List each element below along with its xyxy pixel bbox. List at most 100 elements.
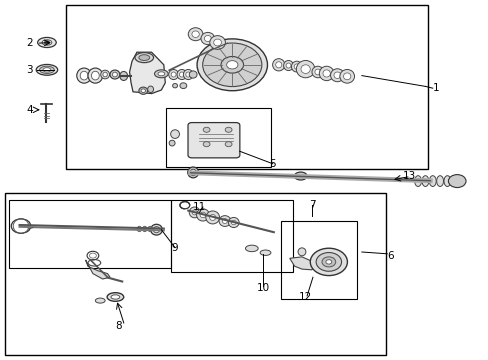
Ellipse shape bbox=[272, 59, 284, 71]
Ellipse shape bbox=[209, 36, 225, 49]
Ellipse shape bbox=[275, 62, 281, 68]
Ellipse shape bbox=[189, 71, 197, 78]
Circle shape bbox=[89, 253, 96, 258]
Ellipse shape bbox=[188, 28, 203, 41]
Ellipse shape bbox=[421, 176, 428, 186]
Circle shape bbox=[44, 41, 49, 44]
Ellipse shape bbox=[449, 176, 456, 186]
Circle shape bbox=[447, 175, 465, 188]
Ellipse shape bbox=[180, 83, 186, 89]
Ellipse shape bbox=[168, 69, 178, 80]
Circle shape bbox=[309, 248, 346, 276]
Ellipse shape bbox=[311, 66, 323, 78]
Ellipse shape bbox=[291, 61, 302, 72]
Ellipse shape bbox=[294, 172, 306, 180]
Ellipse shape bbox=[139, 87, 147, 94]
Ellipse shape bbox=[80, 71, 88, 80]
Ellipse shape bbox=[231, 220, 236, 225]
Ellipse shape bbox=[139, 55, 149, 60]
Ellipse shape bbox=[91, 71, 99, 80]
Ellipse shape bbox=[205, 211, 219, 224]
Ellipse shape bbox=[297, 248, 305, 256]
Ellipse shape bbox=[95, 298, 105, 303]
Ellipse shape bbox=[300, 65, 309, 73]
Text: 13: 13 bbox=[402, 171, 416, 181]
Ellipse shape bbox=[294, 64, 299, 69]
Ellipse shape bbox=[101, 70, 109, 79]
Ellipse shape bbox=[153, 227, 159, 233]
Ellipse shape bbox=[428, 176, 435, 186]
FancyBboxPatch shape bbox=[187, 123, 239, 158]
Ellipse shape bbox=[172, 84, 177, 88]
Ellipse shape bbox=[343, 73, 350, 80]
Ellipse shape bbox=[142, 226, 146, 232]
Circle shape bbox=[325, 260, 331, 264]
Ellipse shape bbox=[147, 226, 152, 232]
Text: 3: 3 bbox=[26, 65, 33, 75]
Ellipse shape bbox=[196, 209, 209, 221]
Circle shape bbox=[203, 43, 261, 86]
Bar bbox=[281, 221, 356, 299]
Ellipse shape bbox=[204, 36, 211, 42]
Ellipse shape bbox=[177, 69, 186, 80]
Ellipse shape bbox=[154, 70, 168, 78]
Ellipse shape bbox=[112, 72, 117, 77]
Ellipse shape bbox=[171, 72, 176, 77]
Ellipse shape bbox=[201, 32, 214, 45]
Ellipse shape bbox=[222, 219, 227, 224]
Ellipse shape bbox=[319, 66, 333, 81]
Ellipse shape bbox=[228, 217, 239, 228]
Circle shape bbox=[224, 142, 232, 147]
Ellipse shape bbox=[110, 70, 120, 79]
Ellipse shape bbox=[190, 169, 196, 176]
Ellipse shape bbox=[209, 215, 215, 220]
Ellipse shape bbox=[170, 130, 179, 139]
Ellipse shape bbox=[296, 60, 314, 78]
Text: 6: 6 bbox=[386, 251, 393, 261]
Ellipse shape bbox=[330, 69, 344, 82]
Ellipse shape bbox=[147, 86, 153, 93]
Ellipse shape bbox=[40, 66, 54, 73]
Ellipse shape bbox=[443, 176, 450, 186]
Ellipse shape bbox=[285, 63, 290, 68]
Circle shape bbox=[315, 253, 341, 271]
Ellipse shape bbox=[322, 70, 330, 77]
Circle shape bbox=[226, 60, 238, 69]
Circle shape bbox=[203, 127, 210, 132]
Ellipse shape bbox=[260, 250, 270, 256]
Ellipse shape bbox=[179, 72, 184, 77]
Circle shape bbox=[197, 39, 267, 91]
Text: 4: 4 bbox=[26, 105, 33, 115]
Circle shape bbox=[221, 57, 243, 73]
Ellipse shape bbox=[314, 69, 320, 75]
Ellipse shape bbox=[213, 39, 221, 46]
Text: 11: 11 bbox=[192, 202, 206, 212]
Bar bbox=[171, 200, 293, 272]
Ellipse shape bbox=[107, 293, 123, 301]
Ellipse shape bbox=[189, 207, 200, 218]
Text: 9: 9 bbox=[171, 243, 178, 253]
Ellipse shape bbox=[192, 210, 197, 215]
Ellipse shape bbox=[192, 31, 199, 37]
Text: 2: 2 bbox=[26, 38, 33, 48]
Ellipse shape bbox=[283, 60, 293, 71]
Bar bbox=[5, 193, 386, 355]
Ellipse shape bbox=[187, 167, 198, 178]
Ellipse shape bbox=[414, 176, 421, 186]
Ellipse shape bbox=[219, 216, 230, 226]
Ellipse shape bbox=[141, 89, 145, 93]
Ellipse shape bbox=[183, 69, 193, 80]
Circle shape bbox=[203, 142, 210, 147]
Ellipse shape bbox=[333, 72, 340, 78]
Polygon shape bbox=[129, 52, 165, 94]
Ellipse shape bbox=[339, 69, 354, 83]
Ellipse shape bbox=[120, 72, 127, 81]
Bar bbox=[66, 5, 427, 169]
Text: 7: 7 bbox=[308, 200, 315, 210]
Ellipse shape bbox=[77, 68, 91, 83]
Bar bbox=[9, 200, 171, 268]
Text: 1: 1 bbox=[432, 83, 439, 93]
Text: 5: 5 bbox=[269, 159, 276, 169]
Ellipse shape bbox=[36, 64, 58, 75]
Ellipse shape bbox=[88, 68, 102, 83]
